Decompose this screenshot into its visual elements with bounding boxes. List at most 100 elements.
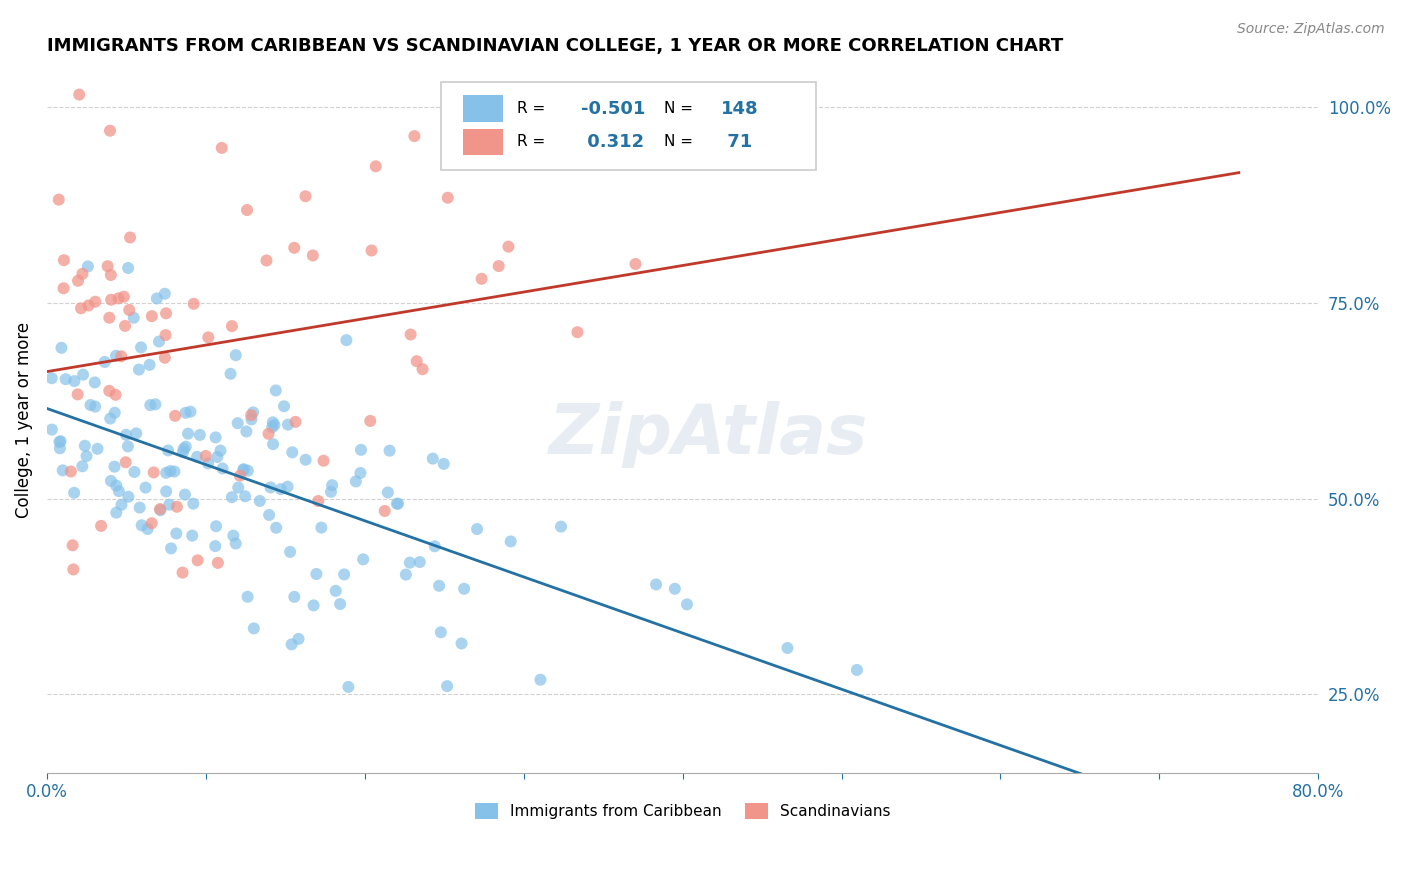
Point — [157, 498, 180, 512]
Point — [676, 598, 699, 612]
Point — [84, 294, 107, 309]
Point — [399, 327, 422, 342]
Point — [73, 439, 96, 453]
Point — [399, 556, 422, 570]
Text: 0.312: 0.312 — [581, 133, 644, 151]
Point — [259, 480, 281, 494]
Point — [157, 443, 180, 458]
Point — [149, 503, 172, 517]
Point — [110, 350, 132, 364]
Point — [49, 442, 72, 456]
Point — [52, 253, 75, 268]
Point — [350, 442, 373, 457]
Point — [117, 439, 139, 453]
Point — [67, 274, 90, 288]
Point — [197, 457, 219, 471]
Point — [550, 519, 572, 533]
Point — [155, 328, 177, 343]
Point — [100, 268, 122, 282]
Point — [100, 293, 122, 307]
Point — [319, 484, 342, 499]
Point — [128, 362, 150, 376]
Point — [120, 230, 142, 244]
Point — [131, 518, 153, 533]
Point — [225, 536, 247, 550]
Point — [305, 567, 328, 582]
Point — [145, 397, 167, 411]
Text: R =: R = — [517, 102, 546, 116]
Point — [235, 425, 257, 439]
Point — [264, 384, 287, 398]
Point — [278, 545, 301, 559]
Point — [148, 334, 170, 349]
Point — [207, 556, 229, 570]
FancyBboxPatch shape — [463, 128, 503, 155]
Point — [567, 325, 589, 339]
Point — [105, 478, 128, 492]
Point — [48, 193, 70, 207]
Point — [236, 202, 259, 217]
Point — [139, 398, 162, 412]
Point — [263, 418, 285, 433]
Point — [221, 490, 243, 504]
Point — [233, 489, 256, 503]
Point — [77, 260, 100, 274]
Point — [117, 490, 139, 504]
Point — [352, 552, 374, 566]
Point — [385, 497, 408, 511]
Point — [277, 480, 299, 494]
Point — [226, 416, 249, 430]
Point — [79, 398, 101, 412]
Point — [776, 640, 799, 655]
Point — [404, 129, 426, 144]
Text: IMMIGRANTS FROM CARIBBEAN VS SCANDINAVIAN COLLEGE, 1 YEAR OR MORE CORRELATION CH: IMMIGRANTS FROM CARIBBEAN VS SCANDINAVIA… — [46, 37, 1063, 55]
Point — [232, 462, 254, 476]
Point — [125, 426, 148, 441]
Point — [103, 459, 125, 474]
Point — [498, 240, 520, 254]
Point — [142, 466, 165, 480]
Point — [377, 485, 399, 500]
Point — [249, 494, 271, 508]
Point — [108, 484, 131, 499]
Point — [194, 449, 217, 463]
Point — [312, 454, 335, 468]
Point — [412, 362, 434, 376]
Point — [141, 309, 163, 323]
Point — [66, 387, 89, 401]
Point — [52, 281, 75, 295]
Point — [155, 484, 177, 499]
Point — [423, 539, 446, 553]
Point — [494, 85, 516, 99]
Point — [207, 450, 229, 464]
Point — [98, 124, 121, 138]
Legend: Immigrants from Caribbean, Scandinavians: Immigrants from Caribbean, Scandinavians — [468, 797, 897, 825]
Point — [48, 434, 70, 449]
Point — [115, 427, 138, 442]
Point — [72, 368, 94, 382]
Point — [149, 502, 172, 516]
Point — [243, 622, 266, 636]
Point — [63, 374, 86, 388]
Point — [301, 248, 323, 262]
Point — [173, 442, 195, 456]
Point — [41, 371, 63, 385]
Point — [153, 351, 176, 365]
Point — [165, 526, 187, 541]
Point — [344, 475, 367, 489]
Point — [335, 333, 357, 347]
Point — [52, 463, 75, 477]
Point — [128, 500, 150, 515]
Point — [94, 355, 117, 369]
Point — [166, 500, 188, 514]
Point — [62, 538, 84, 552]
Point — [146, 292, 169, 306]
Point — [321, 478, 343, 492]
Point — [349, 466, 371, 480]
Point — [450, 636, 472, 650]
Point — [222, 528, 245, 542]
Point — [364, 159, 387, 173]
Point — [329, 597, 352, 611]
Point — [124, 465, 146, 479]
Point — [155, 466, 177, 480]
